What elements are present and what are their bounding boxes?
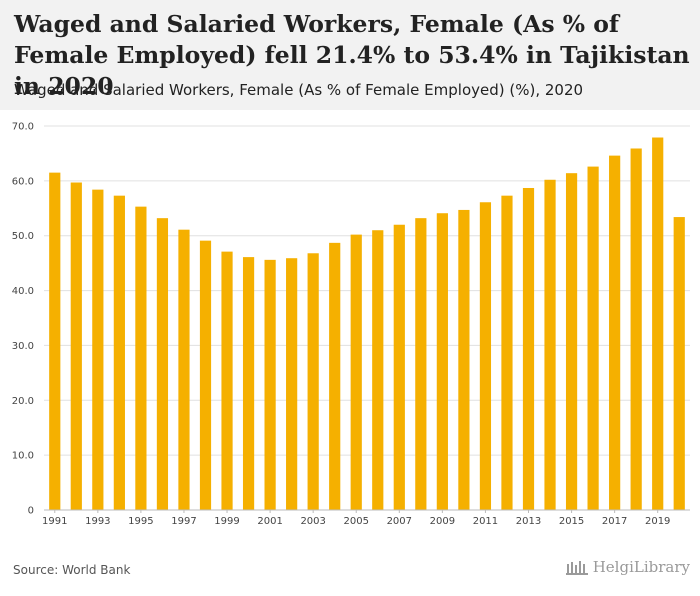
- bar-1994: [113, 195, 125, 510]
- bar-1991: [49, 172, 61, 510]
- y-tick-label: 30.0: [12, 341, 34, 352]
- bar-2018: [630, 148, 642, 510]
- x-tick-label: 2005: [344, 516, 369, 527]
- bar-2007: [393, 224, 405, 510]
- bar-2002: [286, 258, 298, 510]
- y-tick-label: 0: [28, 506, 34, 517]
- x-tick-label: 2019: [645, 516, 670, 527]
- bar-1996: [156, 218, 169, 510]
- x-tick-label: 2007: [387, 516, 412, 527]
- bar-1999: [221, 251, 233, 510]
- bar-2010: [458, 209, 470, 510]
- bar-2014: [544, 179, 556, 510]
- x-tick-label: 1999: [214, 516, 239, 527]
- x-tick-label: 2001: [257, 516, 282, 527]
- bar-2012: [501, 195, 513, 510]
- bar-1997: [178, 229, 190, 510]
- x-tick-label: 2003: [300, 516, 325, 527]
- y-tick-label: 70.0: [12, 122, 34, 133]
- bar-2001: [264, 259, 276, 510]
- bar-2004: [329, 242, 341, 510]
- bar-2005: [350, 234, 362, 511]
- bar-chart: 0 10.0 20.0 30.0 40.0 50.0 60.0 70.0 1991 1993 199…: [12, 122, 690, 527]
- chart-title: Waged and Salaried Workers, Female (As %…: [14, 10, 690, 100]
- x-tick-label: 2013: [516, 516, 541, 527]
- library-icon: [565, 561, 588, 575]
- y-tick-label: 50.0: [12, 231, 34, 242]
- x-tick-label: 2015: [559, 516, 584, 527]
- bar-1992: [70, 182, 82, 510]
- y-tick-label: 20.0: [12, 396, 34, 407]
- y-tick-label: 60.0: [12, 176, 34, 187]
- chart-subtitle: Waged and Salaried Workers, Female (As %…: [14, 81, 584, 99]
- bar-1993: [92, 189, 104, 510]
- bar-2016: [587, 166, 599, 510]
- x-tick-label: 2009: [430, 516, 455, 527]
- bar-2019: [652, 137, 664, 510]
- source-note: Source: World Bank: [13, 563, 131, 577]
- header: Waged and Salaried Workers, Female (As %…: [0, 0, 700, 110]
- bar-2000: [242, 257, 255, 510]
- bar-2006: [372, 230, 384, 510]
- bar-1995: [135, 206, 147, 510]
- y-tick-label: 10.0: [12, 451, 34, 462]
- bar-2008: [415, 218, 427, 510]
- y-tick-label: 40.0: [12, 286, 34, 297]
- logo-text: HelgiLibrary: [592, 558, 690, 576]
- helgilibrary-logo[interactable]: HelgiLibrary: [565, 558, 690, 576]
- bar-2015: [565, 173, 578, 511]
- bar-2011: [479, 202, 492, 510]
- x-tick-label: 1991: [42, 516, 67, 527]
- x-tick-label: 2017: [602, 516, 627, 527]
- x-tick-label: 1993: [85, 516, 110, 527]
- bar-2017: [609, 155, 621, 510]
- x-tick-label: 2011: [473, 516, 498, 527]
- bar-2003: [307, 253, 319, 511]
- bar-2013: [522, 187, 535, 510]
- x-tick-label: 1997: [171, 516, 196, 527]
- bar-1998: [199, 240, 212, 510]
- bar-2020: [673, 217, 685, 510]
- bar-2009: [436, 213, 448, 511]
- x-tick-label: 1995: [128, 516, 153, 527]
